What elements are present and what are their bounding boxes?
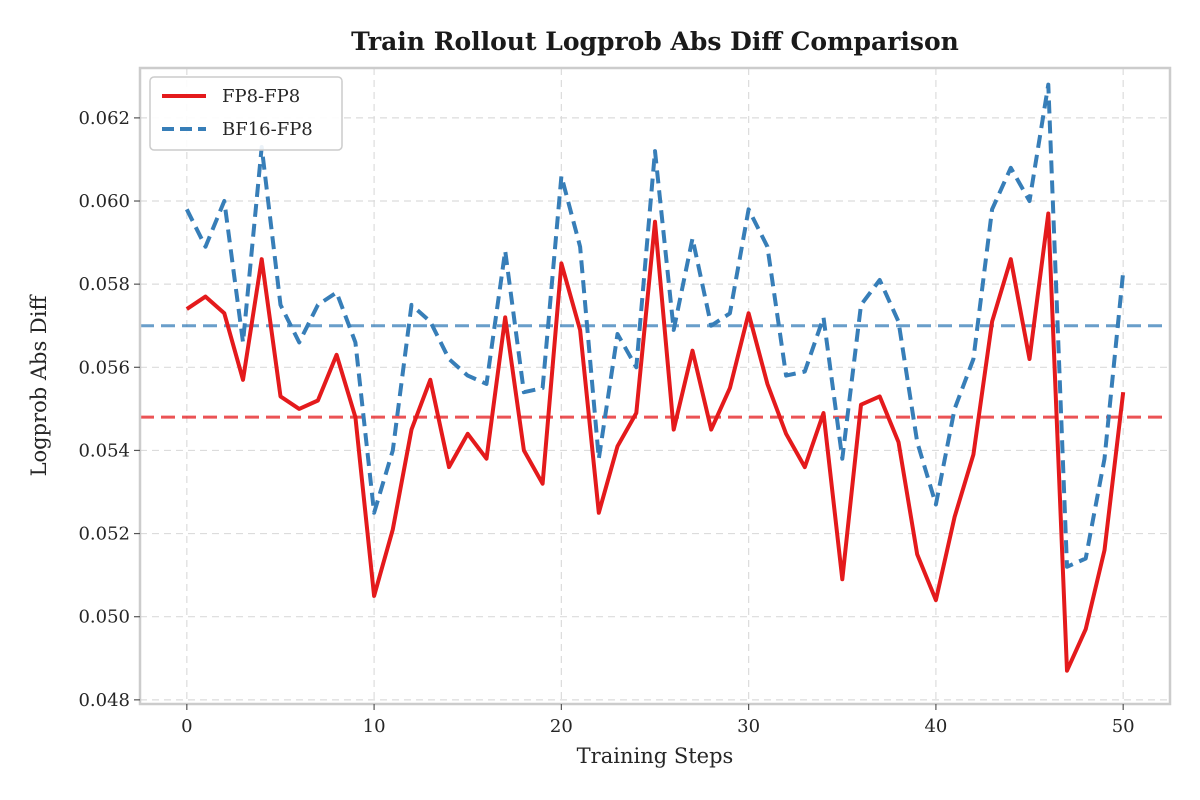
y-tick-label: 0.052 (78, 524, 130, 545)
x-tick-label: 40 (924, 716, 947, 737)
y-tick-label: 0.060 (78, 191, 130, 212)
x-tick-label: 30 (737, 716, 760, 737)
legend-label-fp8-fp8: FP8-FP8 (222, 86, 300, 107)
x-tick-label: 50 (1112, 716, 1135, 737)
y-tick-label: 0.054 (78, 440, 130, 461)
y-tick-label: 0.048 (78, 690, 130, 711)
series-line-bf16-fp8 (185, 82, 1126, 569)
x-tick-label: 0 (181, 716, 192, 737)
plot-frame (138, 66, 1172, 706)
x-axis-label: Training Steps (577, 744, 734, 768)
y-tick-label: 0.056 (78, 357, 130, 378)
series-line-fp8-fp8 (185, 211, 1126, 673)
legend: FP8-FP8 BF16-FP8 (149, 76, 343, 151)
x-tick-label: 10 (363, 716, 386, 737)
axis-ticks: 0 10 20 30 40 50 0.048 0.050 0.052 0.054 0.056 0.05… (78, 108, 1134, 737)
y-tick-label: 0.050 (78, 607, 130, 628)
y-tick-label: 0.062 (78, 108, 130, 129)
y-axis-label: Logprob Abs Diff (27, 294, 51, 477)
series-lines (185, 82, 1126, 673)
y-tick-label: 0.058 (78, 274, 130, 295)
chart-title: Train Rollout Logprob Abs Diff Compariso… (351, 27, 959, 56)
mean-lines (140, 324, 1170, 419)
legend-label-bf16-fp8: BF16-FP8 (222, 119, 313, 140)
x-tick-label: 20 (550, 716, 573, 737)
